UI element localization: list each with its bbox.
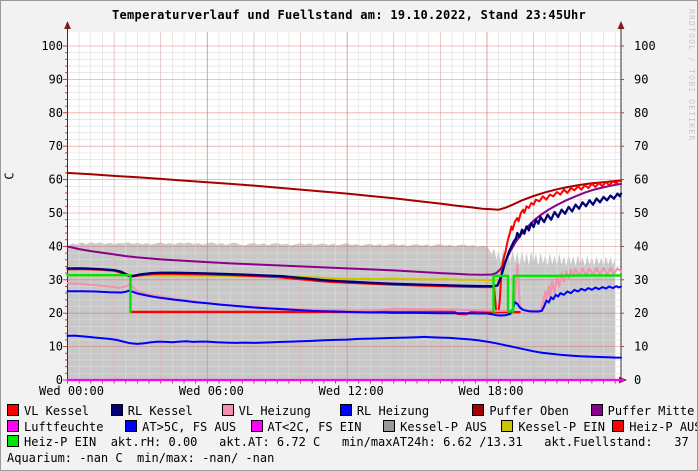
- series-line-Puffer Oben: [66, 171, 622, 211]
- y-tick-label-right: 70: [634, 139, 648, 153]
- y-tick-label-left: 0: [56, 373, 63, 387]
- legend-label: akt.AT: 6.72 C: [219, 435, 321, 449]
- y-tick-label-left: 100: [41, 39, 63, 53]
- x-tick-label: Wed 18:00: [458, 384, 523, 398]
- series-line-Puffer Mitte: [66, 182, 622, 276]
- legend-label: AT<2C, FS EIN: [267, 419, 362, 434]
- x-tick-label: Wed 00:00: [39, 384, 104, 398]
- y-tick-label-right: 90: [634, 72, 648, 86]
- y-tick-label-right: 60: [634, 173, 648, 187]
- legend-label: Aquarium: -nan C min/max: -nan/ -nan: [7, 450, 275, 465]
- y-tick-label-right: 20: [634, 306, 648, 320]
- y-tick-label-left: 50: [49, 206, 63, 220]
- graph-title: Temperaturverlauf und Fuellstand am: 19.…: [111, 8, 587, 22]
- y-tick-label-right: 30: [634, 273, 648, 287]
- legend-row: Aquarium: -nan C min/max: -nan/ -nan: [7, 450, 697, 467]
- y-tick-label-left: 40: [49, 239, 63, 253]
- y-tick-label-right: 40: [634, 239, 648, 253]
- legend-swatch: [110, 404, 123, 416]
- y-tick-label-right: 80: [634, 106, 648, 120]
- legend-label: AT>5C, FS AUS: [142, 419, 237, 434]
- series-line-Heiz-P EIN: [492, 274, 623, 314]
- y-tick-label-right: 50: [634, 206, 648, 220]
- series-line-AT>5C, FS AUS: [66, 334, 622, 359]
- series-line-VL Heizung: [66, 263, 622, 312]
- legend-row: Heiz-P EIN akt.rH: 0.00 akt.AT: 6.72 C m…: [7, 435, 697, 451]
- legend-swatch: [501, 419, 514, 432]
- legend-label: Puffer Oben: [489, 404, 569, 418]
- legend-label: RL Kessel: [127, 404, 193, 418]
- legend-swatch: [472, 404, 485, 416]
- y-tick-label-right: 100: [634, 39, 656, 53]
- y-tick-label-left: 60: [49, 173, 63, 187]
- legend-label: Kessel-P EIN: [518, 419, 606, 434]
- legend-swatch: [125, 419, 138, 432]
- legend-label: VL Kessel: [24, 404, 90, 418]
- legend-label: Heiz-P AUS: [629, 419, 698, 434]
- legend-label: Luftfeuchte: [24, 419, 104, 434]
- legend-swatch: [7, 419, 19, 432]
- legend: VL Kessel RL Kessel VL Heizung RL Heizun…: [7, 404, 698, 467]
- y-tick-label-left: 30: [49, 273, 63, 287]
- legend-label: RL Heizung: [356, 404, 430, 418]
- y-tick-label-right: 10: [634, 340, 648, 354]
- legend-swatch: [7, 435, 19, 447]
- y-tick-label-left: 10: [49, 340, 63, 354]
- series-line-RL Heizung: [66, 285, 622, 317]
- legend-swatch: [250, 419, 263, 432]
- legend-label: VL Heizung: [238, 404, 311, 418]
- legend-swatch: [221, 404, 234, 416]
- legend-label: Puffer Mitte: [607, 404, 695, 418]
- y-tick-label-right: 0: [634, 373, 641, 387]
- legend-row: VL Kessel RL Kessel VL Heizung RL Heizun…: [7, 404, 697, 420]
- legend-label: akt.rH: 0.00: [110, 435, 198, 449]
- series-line-Heiz-P EIN: [66, 273, 132, 314]
- legend-label: akt.Fuellstand: 37: [544, 435, 689, 449]
- legend-swatch: [612, 419, 625, 432]
- legend-swatch: [339, 404, 352, 416]
- legend-label: Kessel-P AUS: [400, 419, 487, 434]
- y-tick-label-left: 80: [49, 106, 63, 120]
- legend-label: Heiz-P EIN: [24, 435, 97, 449]
- y-tick-label-left: 20: [49, 306, 63, 320]
- y-tick-label-left: 90: [49, 72, 63, 86]
- series-line-RL Kessel: [66, 192, 623, 288]
- rrdtool-watermark: RRDTOOL / TOBI OETIKER: [687, 9, 696, 142]
- legend-row: Luftfeuchte AT>5C, FS AUS AT<2C, FS EIN …: [7, 419, 698, 436]
- legend-swatch: [383, 419, 396, 432]
- x-tick-label: Wed 12:00: [319, 384, 384, 398]
- legend-swatch: [590, 404, 603, 416]
- legend-label: min/maxAT24h: 6.62 /13.31: [341, 435, 523, 449]
- y-tick-label-left: 70: [49, 139, 63, 153]
- x-tick-label: Wed 06:00: [179, 384, 244, 398]
- legend-swatch: [7, 404, 19, 416]
